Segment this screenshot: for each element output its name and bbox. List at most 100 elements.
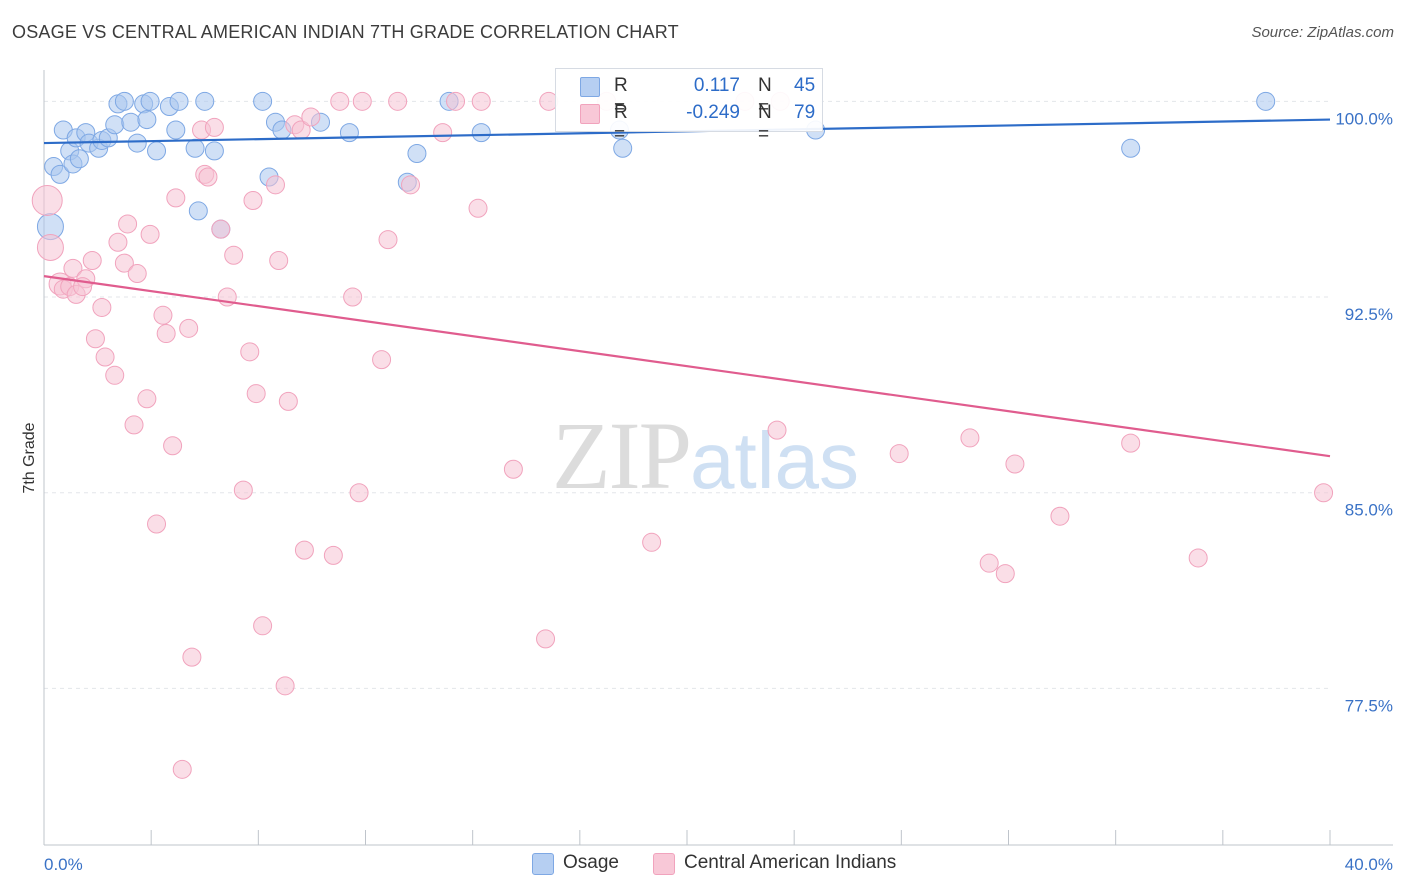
central-american-indians-point [265, 175, 285, 195]
osage-point [105, 115, 125, 135]
central-american-indians-point [960, 428, 980, 448]
legend-swatch-central-american-indians [580, 104, 600, 124]
osage-point [204, 141, 224, 161]
central-american-indians-point [36, 233, 64, 261]
osage-point [169, 91, 189, 111]
central-american-indians-point [85, 329, 105, 349]
central-american-indians-point [330, 91, 350, 111]
central-american-indians-point [31, 184, 63, 216]
y-tick-label: 85.0% [1345, 501, 1393, 520]
central-american-indians-point [275, 676, 295, 696]
legend-swatch-osage [580, 77, 600, 97]
osage-point [185, 138, 205, 158]
y-tick-label: 100.0% [1335, 109, 1393, 128]
x-tick-label: 0.0% [44, 855, 83, 874]
osage-point [137, 110, 157, 130]
central-american-indians-point [301, 107, 321, 127]
central-american-indians-point [140, 224, 160, 244]
central-american-indians-point [294, 540, 314, 560]
osage-point [166, 120, 186, 140]
central-american-indians-point [278, 391, 298, 411]
central-american-indians-point [156, 324, 176, 344]
central-american-indians-point [468, 198, 488, 218]
central-american-indians-point [536, 629, 556, 649]
central-american-indians-point [401, 175, 421, 195]
central-american-indians-point [995, 564, 1015, 584]
legend-r-value: -0.249 [686, 102, 740, 123]
central-american-indians-point [163, 436, 183, 456]
central-american-indians-point [642, 532, 662, 552]
chart-source: Source: ZipAtlas.com [1251, 24, 1394, 41]
central-american-indians-point [147, 514, 167, 534]
legend-r-label: R = [614, 102, 628, 145]
central-american-indians-point [349, 483, 369, 503]
osage-point [253, 91, 273, 111]
central-american-indians-point [1314, 483, 1334, 503]
central-american-indians-point [503, 459, 523, 479]
central-american-indians-point [246, 384, 266, 404]
central-american-indians-point [1188, 548, 1208, 568]
central-american-indians-point [92, 297, 112, 317]
central-american-indians-point [211, 219, 231, 239]
osage-point [471, 123, 491, 143]
osage-point [195, 91, 215, 111]
central-american-indians-point [323, 545, 343, 565]
central-american-indians-point [1050, 506, 1070, 526]
bottom-legend-label-central-american-indians: Central American Indians [684, 852, 897, 873]
osage-point [339, 123, 359, 143]
central-american-indians-point [108, 232, 128, 252]
central-american-indians-point [204, 117, 224, 137]
central-american-indians-point [63, 258, 83, 278]
central-american-indians-point [114, 253, 134, 273]
osage-point [127, 133, 147, 153]
chart-title: OSAGE VS CENTRAL AMERICAN INDIAN 7TH GRA… [12, 22, 679, 42]
osage-point [114, 91, 134, 111]
central-american-indians-point [471, 91, 491, 111]
osage-point [1256, 91, 1276, 111]
central-american-indians-point [127, 264, 147, 284]
osage-point [121, 112, 141, 132]
central-american-indians-point [224, 245, 244, 265]
osage-point [50, 164, 70, 184]
central-american-indians-point [198, 167, 218, 187]
osage-point [140, 91, 160, 111]
bottom-legend-swatch-osage [532, 853, 554, 875]
y-tick-label: 92.5% [1345, 305, 1393, 324]
central-american-indians-point [243, 190, 263, 210]
y-tick-label: 77.5% [1345, 696, 1393, 715]
watermark-zip: ZIP [552, 402, 692, 509]
osage-point [613, 138, 633, 158]
central-american-indians-point [95, 347, 115, 367]
central-american-indians-point [153, 305, 173, 325]
central-american-indians-point [446, 91, 466, 111]
central-american-indians-point [253, 616, 273, 636]
central-american-indians-point [179, 318, 199, 338]
correlation-legend: R = 0.117 N = 45 R = -0.249 N = 79 [555, 68, 823, 145]
watermark: ZIPatlas [552, 400, 859, 511]
central-american-indians-point [240, 342, 260, 362]
central-american-indians-point [118, 214, 138, 234]
osage-point [188, 201, 208, 221]
central-american-indians-point [889, 444, 909, 464]
central-american-indians-point [388, 91, 408, 111]
central-american-indians-point [172, 759, 192, 779]
central-american-indians-point [166, 188, 186, 208]
central-american-indians-point [352, 91, 372, 111]
legend-r-value: 0.117 [693, 75, 740, 96]
central-american-indians-point [233, 480, 253, 500]
osage-point [1121, 138, 1141, 158]
bottom-legend-label-osage: Osage [563, 852, 619, 873]
osage-point [69, 149, 89, 169]
central-american-indians-point [82, 250, 102, 270]
legend-r-label: R = [614, 75, 628, 118]
central-american-indians-point [767, 420, 787, 440]
central-american-indians-point [269, 250, 289, 270]
central-american-indians-point [105, 365, 125, 385]
central-american-indians-point [433, 123, 453, 143]
legend-n-label: N = [758, 102, 772, 145]
central-american-indians-point [1005, 454, 1025, 474]
central-american-indians-point [182, 647, 202, 667]
osage-point [407, 144, 427, 164]
central-american-indians-point [343, 287, 363, 307]
